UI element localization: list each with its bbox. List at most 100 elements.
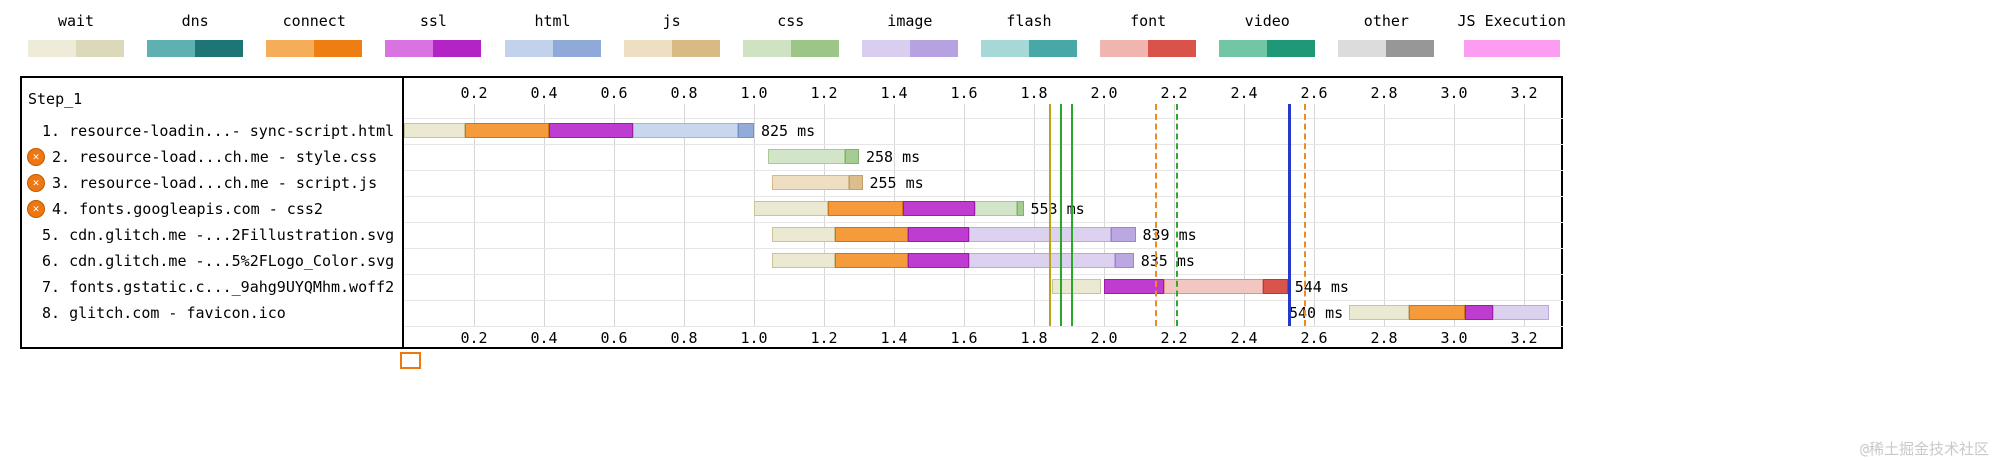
- legend-item-label: font: [1130, 12, 1167, 30]
- legend-item-css: css: [742, 12, 839, 57]
- bar-segment-connect[interactable]: [1408, 305, 1465, 320]
- bar-segment-font-dark[interactable]: [1263, 279, 1288, 294]
- duration-label: 540 ms: [1289, 304, 1344, 322]
- legend-item-label: js: [662, 12, 681, 30]
- bar-segment-js-dark[interactable]: [848, 175, 863, 190]
- row-separator: [404, 170, 1563, 171]
- legend-color-swatch: [28, 40, 124, 57]
- time-tick-top: 0.2: [460, 84, 488, 102]
- time-tick-top: 2.2: [1160, 84, 1188, 102]
- time-tick-top: 3.2: [1510, 84, 1538, 102]
- bar-segment-ssl[interactable]: [1104, 279, 1164, 294]
- bar-segment-html-light[interactable]: [633, 123, 739, 138]
- time-tick-top: 2.6: [1300, 84, 1328, 102]
- request-label[interactable]: 8. glitch.com - favicon.ico: [42, 304, 286, 322]
- request-label[interactable]: 4. fonts.googleapis.com - css2: [52, 200, 323, 218]
- bar-segment-font-light[interactable]: [1163, 279, 1264, 294]
- bar-segment-css-light[interactable]: [768, 149, 845, 164]
- legend-item-flash: flash: [981, 12, 1077, 57]
- bar-segment-wait[interactable]: [1349, 305, 1409, 320]
- bar-segment-wait[interactable]: [754, 201, 828, 216]
- event-marker-line: [1175, 104, 1178, 326]
- request-label[interactable]: 6. cdn.glitch.me -...5%2FLogo_Color.svg: [42, 252, 395, 270]
- time-tick-bottom: 2.2: [1160, 329, 1188, 347]
- legend-color-swatch: [623, 40, 720, 57]
- bar-segment-wait[interactable]: [771, 253, 835, 268]
- bar-segment-css-dark[interactable]: [845, 149, 859, 164]
- request-label[interactable]: 2. resource-load...ch.me - style.css: [52, 148, 378, 166]
- legend-item-label: ssl: [419, 12, 447, 30]
- blocked-request-icon: ✕: [27, 148, 45, 166]
- duration-label: 258 ms: [866, 148, 921, 166]
- time-tick-top: 0.4: [530, 84, 558, 102]
- bar-segment-image-light[interactable]: [969, 227, 1111, 242]
- legend-color-swatch: [1100, 40, 1197, 57]
- bar-segment-image-light[interactable]: [1492, 305, 1549, 320]
- request-label[interactable]: 3. resource-load...ch.me - script.js: [52, 174, 378, 192]
- request-label[interactable]: 7. fonts.gstatic.c..._9ahg9UYQMhm.woff2: [42, 278, 395, 296]
- event-marker-line: [1304, 104, 1307, 326]
- bar-segment-ssl[interactable]: [902, 201, 975, 216]
- bar-segment-connect[interactable]: [827, 201, 903, 216]
- time-tick-bottom: 1.8: [1020, 329, 1048, 347]
- legend-color-swatch: [981, 40, 1077, 57]
- duration-label: 544 ms: [1294, 278, 1349, 296]
- legend-item-label: wait: [57, 12, 95, 30]
- gridline: [613, 104, 615, 326]
- bar-segment-connect[interactable]: [465, 123, 550, 138]
- bar-segment-wait[interactable]: [1051, 279, 1101, 294]
- time-tick-top: 3.0: [1440, 84, 1468, 102]
- legend-item-other: other: [1338, 12, 1435, 57]
- legend-item-label: video: [1244, 12, 1290, 30]
- bar-segment-image-light[interactable]: [969, 253, 1115, 268]
- legend-item-image: image: [861, 12, 958, 57]
- bar-segment-ssl[interactable]: [908, 253, 970, 268]
- duration-label: 839 ms: [1142, 226, 1197, 244]
- time-tick-bottom: 1.6: [950, 329, 978, 347]
- time-tick-bottom: 1.4: [880, 329, 908, 347]
- bar-segment-ssl[interactable]: [549, 123, 634, 138]
- time-tick-top: 2.0: [1090, 84, 1118, 102]
- request-label[interactable]: 1. resource-loadin...- sync-script.html: [42, 122, 395, 140]
- event-marker-line: [1048, 104, 1051, 326]
- event-marker-line: [1060, 104, 1063, 326]
- time-tick-bottom: 1.0: [740, 329, 768, 347]
- legend-color-swatch: [861, 40, 958, 57]
- request-label[interactable]: 5. cdn.glitch.me -...2Fillustration.svg: [42, 226, 395, 244]
- time-tick-top: 2.8: [1370, 84, 1398, 102]
- gridline: [683, 104, 685, 326]
- bar-segment-image-dark[interactable]: [1114, 253, 1134, 268]
- bar-segment-js-light[interactable]: [771, 175, 849, 190]
- event-marker-line: [1154, 104, 1157, 326]
- bar-segment-wait[interactable]: [404, 123, 466, 138]
- bar-segment-css-light[interactable]: [974, 201, 1017, 216]
- legend-color-swatch: [385, 40, 482, 57]
- bar-segment-css-dark[interactable]: [1016, 201, 1024, 216]
- bar-segment-ssl[interactable]: [908, 227, 970, 242]
- bar-segment-html-dark[interactable]: [738, 123, 754, 138]
- legend-color-swatch: [266, 40, 363, 57]
- bar-segment-wait[interactable]: [771, 227, 835, 242]
- legend-item-ssl: ssl: [385, 12, 482, 57]
- legend-item-label: other: [1363, 12, 1409, 30]
- time-tick-top: 1.8: [1020, 84, 1048, 102]
- bar-segment-image-dark[interactable]: [1111, 227, 1136, 242]
- time-tick-bottom: 2.4: [1230, 329, 1258, 347]
- waterfall-chart-area: 0.2 0.2 0.4 0.4 0.6 0.6 0.8 0.8 1.0 1.0 1.2 1.2 1.4 1…: [402, 78, 1563, 347]
- bar-segment-ssl[interactable]: [1464, 305, 1493, 320]
- duration-label: 825 ms: [761, 122, 816, 140]
- bar-segment-connect[interactable]: [834, 227, 908, 242]
- bar-segment-connect[interactable]: [834, 253, 908, 268]
- request-label-column: Step_1 1. resource-loadin...- sync-scrip…: [22, 78, 402, 347]
- legend-item-html: html: [504, 12, 601, 57]
- event-marker-line: [1070, 104, 1073, 326]
- legend-color-swatch: [147, 40, 244, 57]
- legend-item-label: connect: [282, 12, 346, 30]
- gridline: [1453, 104, 1455, 326]
- legend-item-label: flash: [1006, 12, 1052, 30]
- next-section-partial-box: [400, 352, 421, 369]
- gridline: [1103, 104, 1105, 326]
- time-tick-top: 1.6: [950, 84, 978, 102]
- gridline: [1523, 104, 1525, 326]
- legend-item-label: JS Execution: [1457, 12, 1566, 30]
